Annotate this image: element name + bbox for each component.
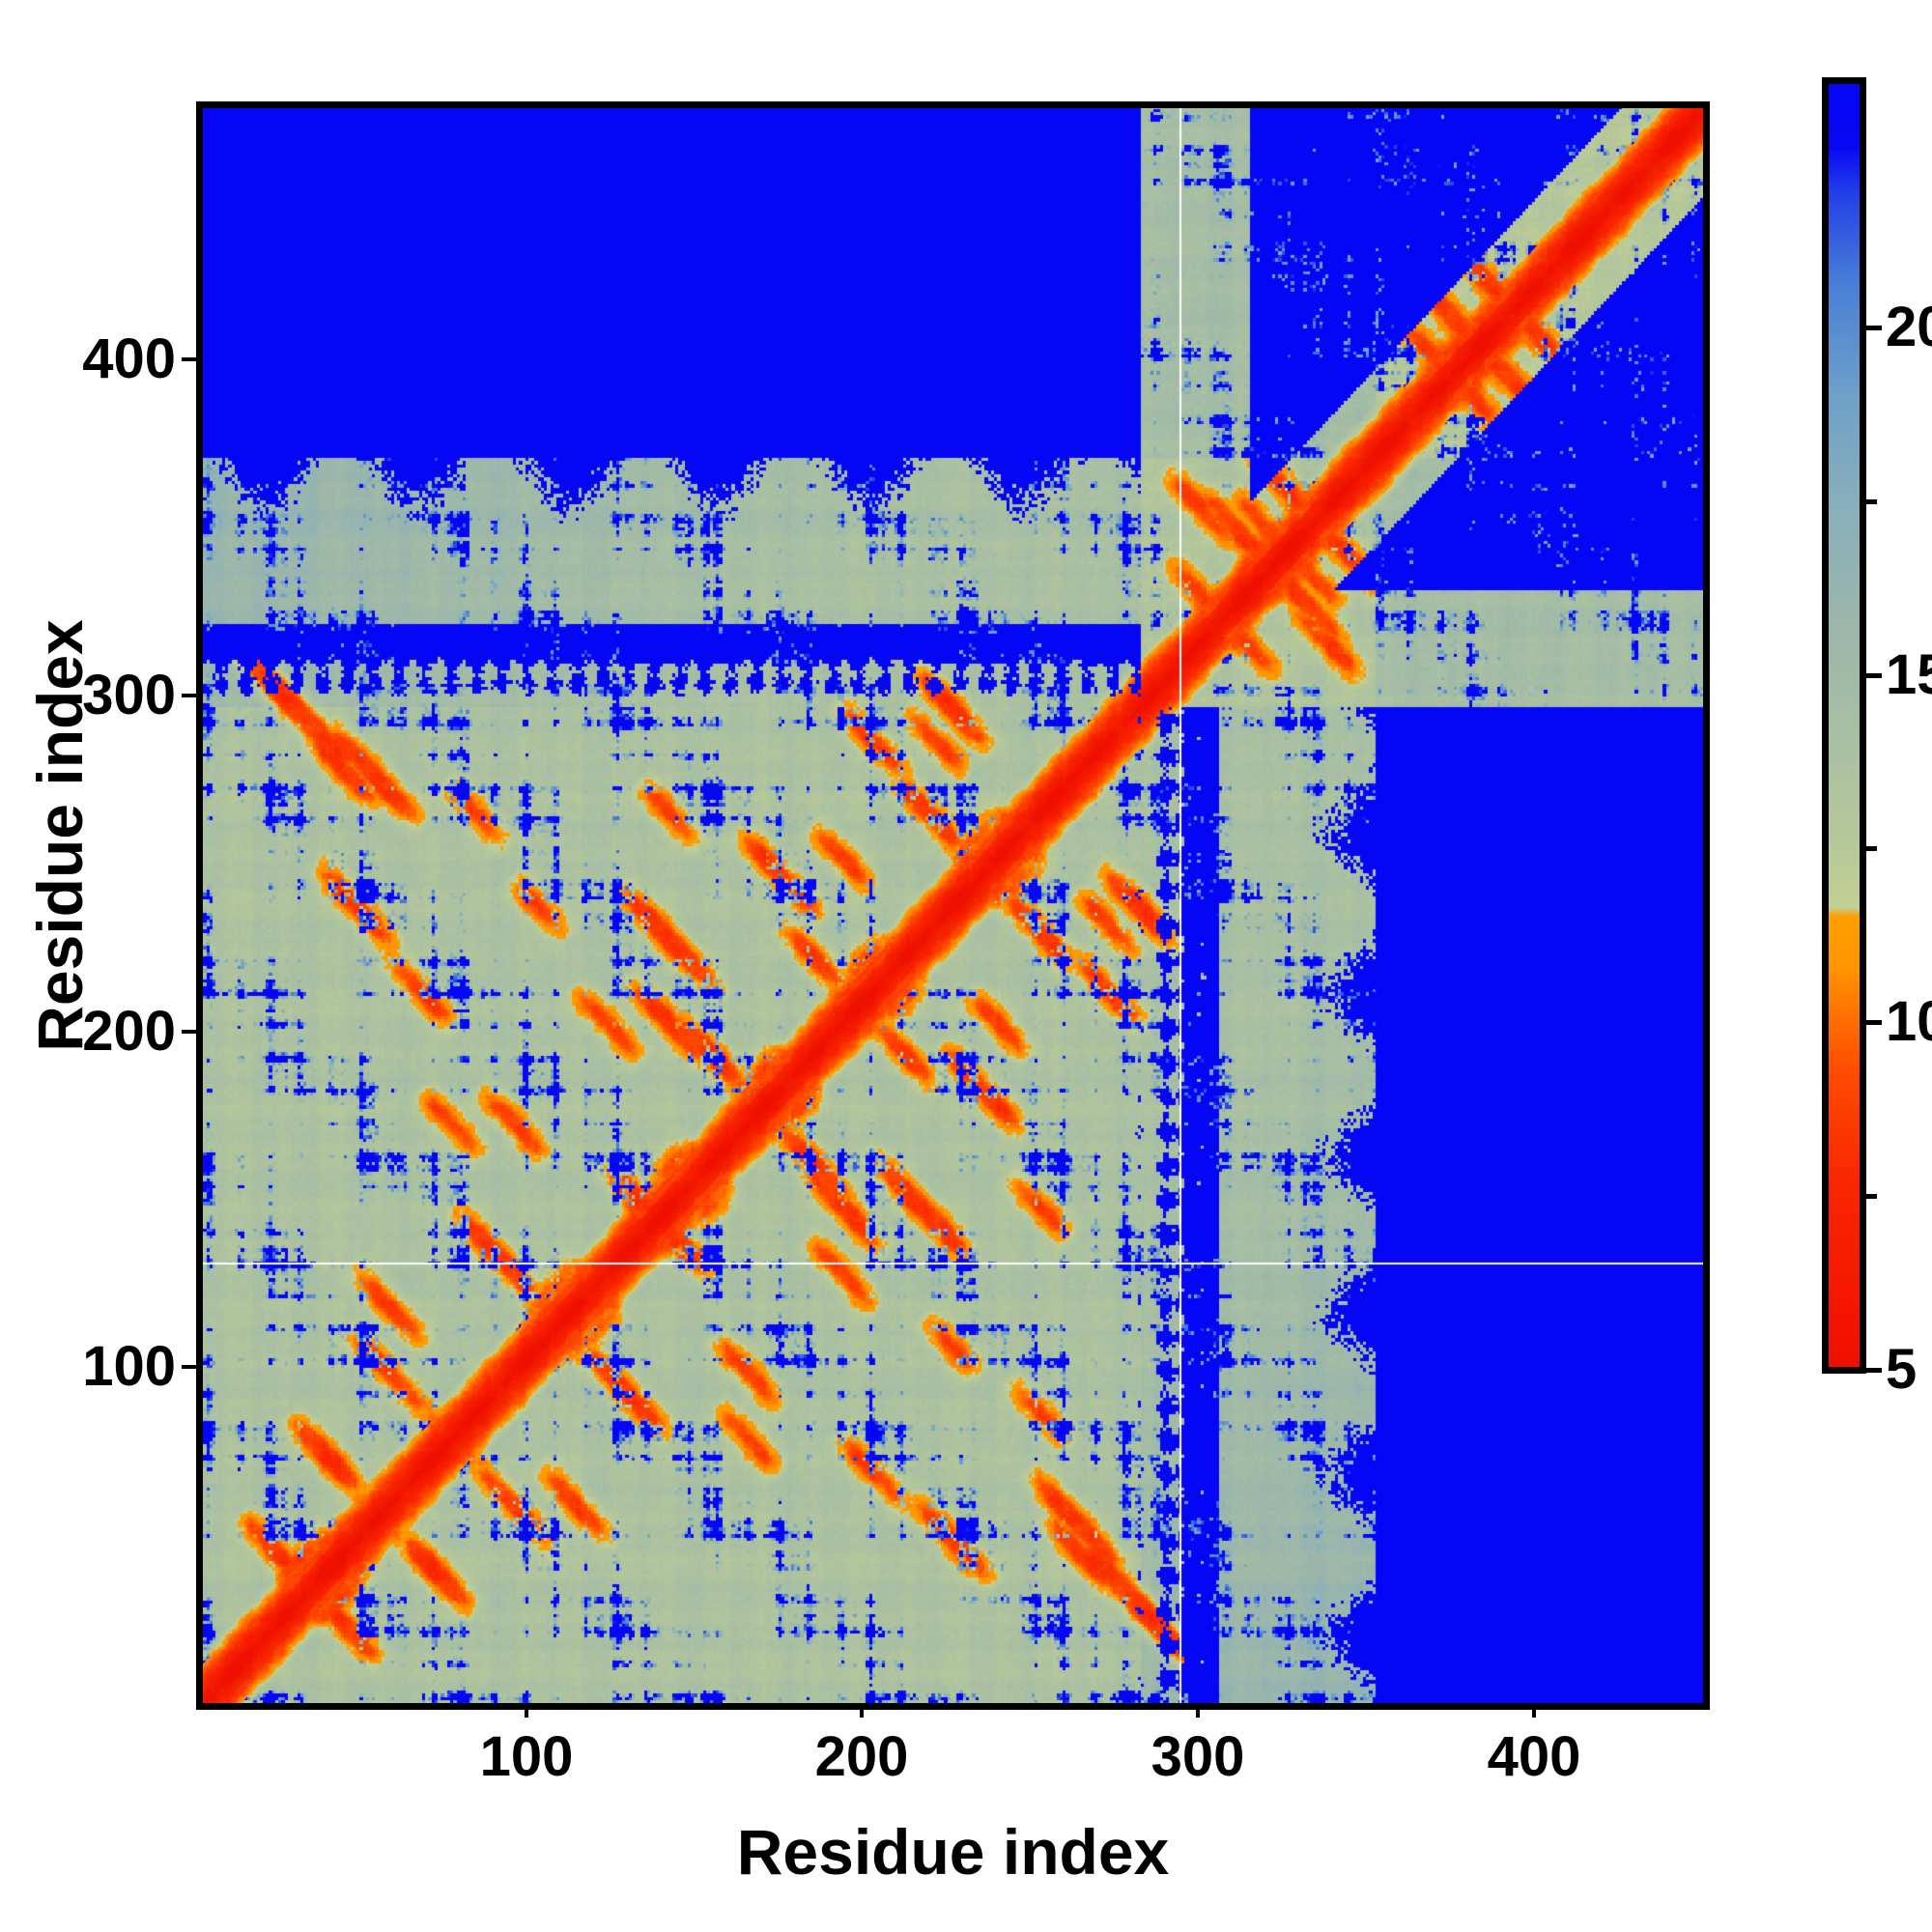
y-tick-label-100: 100 xyxy=(82,1335,176,1398)
y-tick-200 xyxy=(182,1030,196,1034)
x-tick-300 xyxy=(1196,1703,1200,1718)
colorbar-label-5: 5 xyxy=(1886,1338,1918,1401)
colorbar-tick-10 xyxy=(1866,1020,1882,1025)
y-axis-label: Residue index xyxy=(24,619,96,1052)
y-tick-100 xyxy=(182,1365,196,1369)
x-tick-label-400: 400 xyxy=(1487,1725,1581,1788)
colorbar-minor-tick-12-5 xyxy=(1866,846,1877,851)
y-tick-label-400: 400 xyxy=(82,327,176,390)
colorbar-label-10: 10 xyxy=(1886,990,1932,1053)
colorbar-tick-15 xyxy=(1866,673,1882,678)
colorbar-gradient xyxy=(1829,84,1860,1367)
y-tick-label-200: 200 xyxy=(82,1000,176,1063)
contact-map-image xyxy=(203,108,1703,1703)
colorbar-label-15: 15 xyxy=(1886,643,1932,706)
x-tick-label-200: 200 xyxy=(814,1725,909,1788)
colorbar-minor-tick-17-5 xyxy=(1866,499,1877,504)
y-tick-400 xyxy=(182,357,196,361)
colorbar xyxy=(1822,77,1866,1374)
x-axis-label: Residue index xyxy=(736,1816,1170,1888)
y-tick-label-300: 300 xyxy=(82,664,176,726)
colorbar-label-20: 20 xyxy=(1886,296,1932,358)
y-tick-300 xyxy=(182,694,196,697)
colorbar-tick-5 xyxy=(1866,1368,1882,1373)
x-tick-100 xyxy=(525,1703,528,1718)
heatmap-plot-area xyxy=(196,101,1710,1710)
x-tick-400 xyxy=(1532,1703,1536,1718)
x-tick-label-100: 100 xyxy=(479,1725,574,1788)
x-tick-label-300: 300 xyxy=(1151,1725,1245,1788)
colorbar-minor-tick-7-5 xyxy=(1866,1194,1877,1199)
x-tick-200 xyxy=(860,1703,864,1718)
colorbar-tick-20 xyxy=(1866,326,1882,330)
